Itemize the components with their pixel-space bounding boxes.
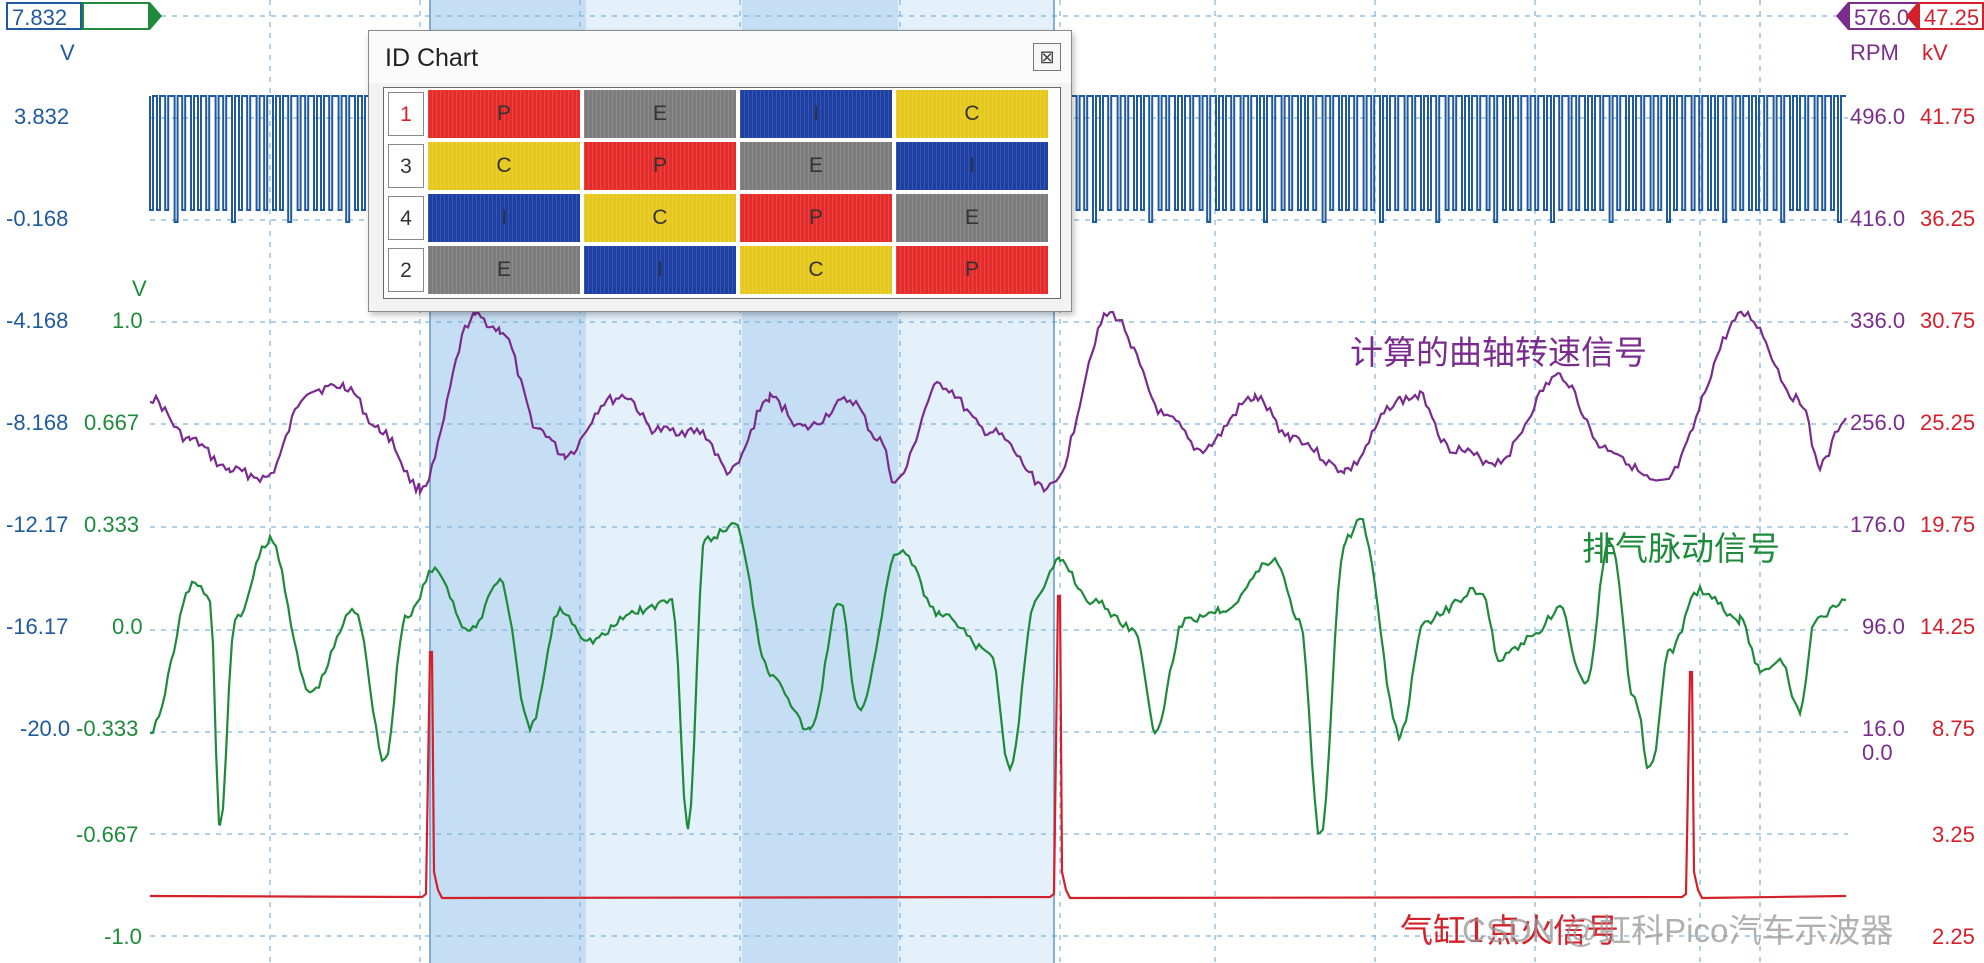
stroke-cell: I (584, 246, 736, 294)
kv-axis-tick: 8.75 (1932, 716, 1975, 741)
stroke-cell: C (896, 90, 1048, 138)
rpm-axis-tick: 256.0 (1850, 410, 1906, 435)
close-icon[interactable]: ⊠ (1033, 43, 1061, 71)
row-label: 4 (388, 196, 424, 240)
rpm-axis-tick: 96.0 (1862, 614, 1905, 639)
kv-axis-tick: 2.25 (1932, 924, 1975, 949)
rpm-marker[interactable]: 576.0 (1848, 2, 1918, 30)
stroke-cell: I (896, 142, 1048, 190)
watermark: CSDN @虹科Pico汽车示波器 (1462, 912, 1894, 949)
kv-axis-tick: 36.25 (1920, 206, 1976, 231)
ignition-waveform (149, 594, 1847, 900)
axis-a-tick: -20.0 (20, 716, 71, 741)
axis-b-tick: -1.0 (104, 924, 142, 949)
kv-axis-tick: 25.25 (1920, 410, 1976, 435)
axis-a-tick: -12.17 (6, 512, 69, 537)
kv-axis-tick: 19.75 (1920, 512, 1976, 537)
row-label: 2 (388, 248, 424, 292)
rpm-axis-tick: 0.0 (1862, 740, 1893, 765)
channel-a-unit: V (60, 40, 75, 65)
stroke-cell: C (740, 246, 892, 294)
id-chart-grid: 1 P E I C 3 C P E I 4 I C P E 2 (383, 87, 1061, 299)
exhaust-signal-label: 排气脉动信号 (1582, 529, 1780, 568)
exhaust-pulse-waveform (149, 517, 1846, 835)
kv-marker[interactable]: 47.25 (1918, 2, 1984, 30)
channel-b-unit: V (132, 276, 147, 301)
stroke-cell: P (740, 194, 892, 242)
kv-axis-tick: 14.25 (1920, 614, 1976, 639)
rpm-axis-tick: 176.0 (1850, 512, 1906, 537)
kv-axis-tick: 41.75 (1920, 104, 1976, 129)
rpm-signal-label: 计算的曲轴转速信号 (1350, 333, 1647, 372)
stroke-cell: P (896, 246, 1048, 294)
id-chart-row: 1 P E I C (384, 88, 1060, 140)
rpm-axis-tick: 496.0 (1850, 104, 1906, 129)
id-chart-titlebar[interactable]: ID Chart ⊠ (369, 31, 1071, 83)
ignition-signal-label: 气缸1点火信号 (1400, 911, 1619, 950)
axis-a-tick: -0.168 (6, 206, 69, 231)
axis-b-tick: -0.333 (76, 716, 139, 741)
rpm-marker-arrow[interactable] (1836, 2, 1848, 30)
rpm-unit: RPM (1850, 40, 1899, 65)
axis-a-tick: -4.168 (6, 308, 69, 333)
id-chart-row: 2 E I C P (384, 244, 1060, 296)
axis-b-tick: 0.333 (84, 512, 140, 537)
stroke-cell: E (584, 90, 736, 138)
row-label: 3 (388, 144, 424, 188)
channel-b-marker[interactable] (82, 2, 150, 30)
axis-a-tick: -16.17 (6, 614, 69, 639)
stroke-cell: I (740, 90, 892, 138)
axis-a-tick: -8.168 (6, 410, 69, 435)
stroke-cell: E (740, 142, 892, 190)
stroke-cell: C (584, 194, 736, 242)
id-chart-title: ID Chart (385, 44, 479, 72)
rpm-axis-tick: 336.0 (1850, 308, 1906, 333)
stroke-cell: C (428, 142, 580, 190)
axis-b-tick: -0.667 (76, 822, 139, 847)
stroke-cell: P (584, 142, 736, 190)
channel-b-marker-arrow[interactable] (150, 2, 162, 30)
axis-b-tick: 0.0 (112, 614, 143, 639)
id-chart-row: 4 I C P E (384, 192, 1060, 244)
axis-b-tick: 1.0 (112, 308, 143, 333)
axis-a-tick: 3.832 (14, 104, 70, 129)
id-chart-window[interactable]: ID Chart ⊠ 1 P E I C 3 C P E I 4 I C (368, 30, 1072, 312)
rpm-waveform (149, 308, 1847, 497)
kv-axis-tick: 30.75 (1920, 308, 1976, 333)
stroke-cell: I (428, 194, 580, 242)
channel-a-marker[interactable]: 7.832 (6, 2, 82, 30)
rpm-axis-tick: 416.0 (1850, 206, 1906, 231)
kv-marker-arrow[interactable] (1906, 2, 1918, 30)
stroke-cell: E (428, 246, 580, 294)
stroke-cell: E (896, 194, 1048, 242)
rpm-axis-tick: 16.0 (1862, 716, 1905, 741)
stroke-cell: P (428, 90, 580, 138)
id-chart-row: 3 C P E I (384, 140, 1060, 192)
axis-b-tick: 0.667 (84, 410, 140, 435)
kv-axis-tick: 3.25 (1932, 822, 1975, 847)
row-label: 1 (388, 92, 424, 136)
kv-unit: kV (1922, 40, 1948, 65)
